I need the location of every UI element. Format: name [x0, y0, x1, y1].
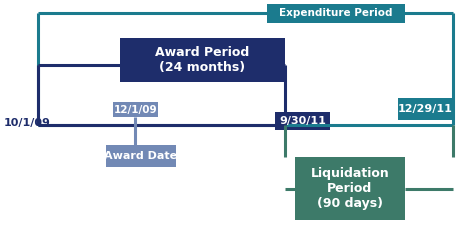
FancyBboxPatch shape — [397, 98, 452, 120]
FancyBboxPatch shape — [106, 145, 176, 167]
Text: Award Period
(24 months): Award Period (24 months) — [155, 46, 249, 74]
FancyBboxPatch shape — [120, 38, 284, 82]
FancyBboxPatch shape — [113, 102, 158, 117]
Text: Award Date: Award Date — [104, 151, 177, 161]
Text: 9/30/11: 9/30/11 — [278, 116, 325, 126]
Text: 10/1/09: 10/1/09 — [4, 118, 51, 128]
FancyBboxPatch shape — [267, 4, 404, 22]
Text: 12/29/11: 12/29/11 — [397, 104, 452, 114]
Text: 12/1/09: 12/1/09 — [113, 104, 157, 115]
FancyBboxPatch shape — [275, 112, 329, 130]
Text: Expenditure Period: Expenditure Period — [278, 8, 392, 18]
FancyBboxPatch shape — [294, 157, 404, 220]
Text: Liquidation
Period
(90 days): Liquidation Period (90 days) — [310, 167, 388, 210]
